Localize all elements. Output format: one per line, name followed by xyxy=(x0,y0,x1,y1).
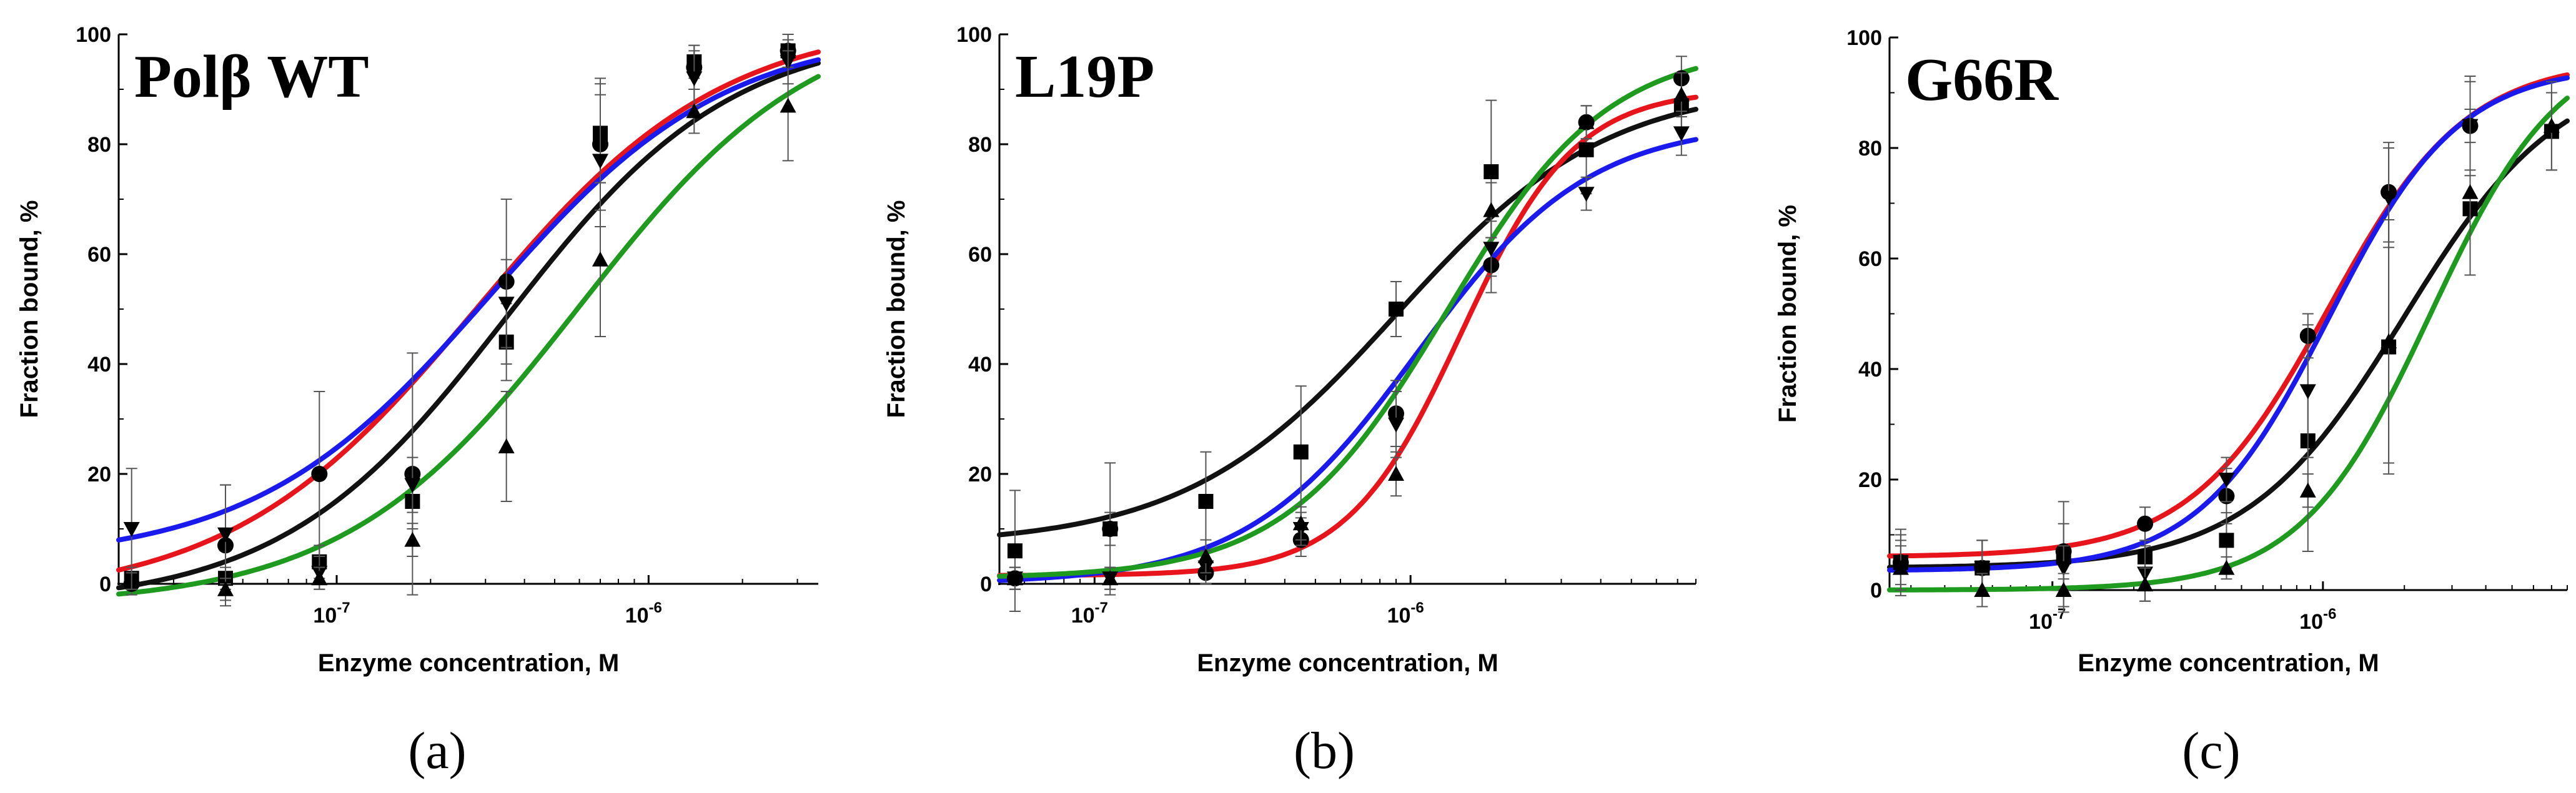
panel-title: L19P xyxy=(1015,43,1154,111)
y-tick-label: 80 xyxy=(87,133,111,157)
y-tick-label: 20 xyxy=(1858,468,1882,492)
data-point-square xyxy=(2219,533,2234,548)
x-axis-title: Enzyme concentration, M xyxy=(318,649,619,677)
x-axis-title: Enzyme concentration, M xyxy=(1197,649,1498,677)
data-point-triangle-down xyxy=(2380,190,2397,206)
data-point-square xyxy=(1007,543,1023,559)
fit-curve-black xyxy=(116,61,821,591)
data-point-triangle-down xyxy=(1388,417,1405,433)
data-point-triangle-down xyxy=(686,71,703,87)
y-axis-title: Fraction bound, % xyxy=(1774,205,1801,423)
data-point-triangle-up xyxy=(592,251,608,267)
panel-caption: (c) xyxy=(2182,722,2240,780)
data-point-circle xyxy=(311,466,328,482)
data-point-triangle-down xyxy=(2055,561,2072,576)
data-point-triangle-up xyxy=(2137,576,2154,592)
data-point-triangle-up xyxy=(2299,482,2316,498)
y-tick-label: 60 xyxy=(968,243,992,267)
fit-curve-blue xyxy=(116,57,821,543)
panel-caption: (b) xyxy=(1294,722,1355,780)
y-tick-label: 80 xyxy=(1858,137,1882,160)
y-tick-label: 40 xyxy=(87,353,111,377)
data-point-triangle-up xyxy=(1673,86,1690,102)
data-point-triangle-down xyxy=(1578,187,1595,202)
y-tick-label: 0 xyxy=(99,573,111,596)
data-point-triangle-up xyxy=(311,570,328,586)
x-tick-label: 10-7 xyxy=(2029,606,2066,634)
data-point-triangle-up xyxy=(217,581,234,596)
x-axis-title: Enzyme concentration, M xyxy=(2078,649,2379,677)
y-tick-label: 80 xyxy=(968,133,992,157)
y-tick-label: 40 xyxy=(1858,358,1882,382)
data-point-square xyxy=(1198,494,1214,509)
data-point-triangle-up xyxy=(1197,548,1214,563)
fit-curve-red xyxy=(997,94,1698,578)
y-axis-title: Fraction bound, % xyxy=(16,200,43,418)
y-tick-label: 100 xyxy=(76,23,111,47)
fit-curve-red xyxy=(116,49,821,573)
y-tick-label: 0 xyxy=(980,573,992,596)
data-point-square xyxy=(1293,444,1309,460)
panel-caption: (a) xyxy=(408,722,466,780)
data-point-square xyxy=(1578,142,1594,157)
data-point-triangle-up xyxy=(2543,117,2560,133)
data-point-triangle-down xyxy=(2299,384,2316,400)
y-tick-label: 60 xyxy=(87,243,111,267)
data-point-triangle-down xyxy=(1974,561,1991,576)
chart-panel-3: 0 20 40 60 80 100 10-7 10-6 Fraction bound, % Enz… xyxy=(1774,26,2570,780)
data-point-triangle-up xyxy=(1974,582,1991,597)
data-point-triangle-up xyxy=(2462,184,2479,199)
data-point-triangle-up xyxy=(1483,202,1500,217)
x-tick-label: 10-6 xyxy=(2299,606,2336,634)
data-point-triangle-down xyxy=(592,154,608,169)
data-point-triangle-up xyxy=(404,531,421,547)
x-tick-label: 10-7 xyxy=(313,599,350,628)
data-point-triangle-up xyxy=(1578,114,1595,129)
x-tick-label: 10-6 xyxy=(1387,599,1424,628)
y-tick-label: 100 xyxy=(1846,26,1882,50)
data-point-triangle-up xyxy=(2380,333,2397,348)
data-point-triangle-down xyxy=(217,527,234,543)
y-tick-label: 0 xyxy=(1870,579,1882,603)
data-point-triangle-up xyxy=(2218,559,2235,575)
data-point-triangle-up xyxy=(1388,466,1405,481)
y-tick-label: 40 xyxy=(968,353,992,377)
data-point-square xyxy=(1484,164,1499,179)
x-tick-label: 10-7 xyxy=(1071,599,1108,628)
y-tick-label: 20 xyxy=(968,463,992,486)
chart-panel-1: 0 20 40 60 80 100 10-7 10-6 Fraction bound, % Enz… xyxy=(16,23,821,780)
data-point-triangle-up xyxy=(1006,570,1023,586)
data-point-triangle-up xyxy=(1892,559,1909,575)
data-point-circle xyxy=(2137,515,2154,532)
fit-curve-green xyxy=(1887,96,2570,593)
data-point-triangle-up xyxy=(780,97,796,113)
data-point-triangle-down xyxy=(1483,242,1500,257)
data-point-triangle-up xyxy=(2055,582,2072,597)
panel-title: Polβ WT xyxy=(134,43,369,111)
y-tick-label: 20 xyxy=(87,463,111,486)
data-point-triangle-up xyxy=(1292,515,1309,531)
chart-panel-2: 0 20 40 60 80 100 10-7 10-6 Fraction bound, % Enz… xyxy=(883,23,1698,780)
data-point-triangle-down xyxy=(123,522,140,537)
data-point-triangle-up xyxy=(498,438,515,453)
x-tick-label: 10-6 xyxy=(625,599,662,628)
y-tick-label: 100 xyxy=(956,23,992,47)
data-point-square xyxy=(1389,302,1404,317)
data-point-triangle-down xyxy=(404,478,421,493)
fit-curve-green xyxy=(997,66,1698,579)
data-point-triangle-down xyxy=(2218,473,2235,488)
data-point-triangle-up xyxy=(686,103,703,119)
fit-curve-green xyxy=(116,74,821,597)
y-tick-label: 60 xyxy=(1858,247,1882,271)
data-point-triangle-up xyxy=(1102,570,1119,586)
data-point-triangle-down xyxy=(498,297,515,312)
y-axis-title: Fraction bound, % xyxy=(883,200,910,418)
data-point-triangle-down xyxy=(1673,126,1690,142)
data-point-circle xyxy=(1102,521,1119,537)
panel-title: G66R xyxy=(1905,46,2059,114)
